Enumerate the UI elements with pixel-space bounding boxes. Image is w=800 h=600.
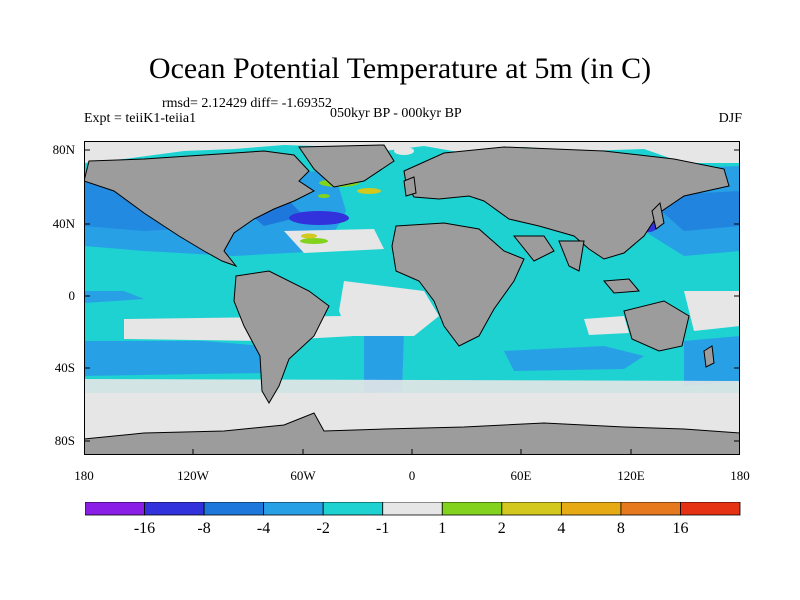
colorbar-swatch (441, 502, 503, 516)
lon-label-60w: 60W (290, 468, 316, 483)
lat-label-80n: 80N (52, 142, 75, 157)
australia (623, 300, 690, 352)
colorbar-swatch (620, 502, 681, 516)
lon-label-180w: 180 (74, 468, 94, 483)
lat-label-40s: 40S (54, 360, 75, 375)
japan (651, 201, 665, 230)
colorbar-swatch (680, 502, 741, 516)
colorbar-swatch (382, 502, 443, 516)
stats-text: rmsd= 2.12429 diff= -1.69352 (162, 96, 332, 111)
lat-label-40n: 40N (52, 216, 75, 231)
land (84, 144, 740, 455)
experiment-label: Expt = teiiK1-teiia1 (84, 111, 197, 126)
colorbar-swatch (144, 502, 205, 516)
antarctica (84, 412, 740, 455)
lon-label-60e: 60E (510, 468, 532, 483)
lat-label-0: 0 (68, 288, 76, 303)
colorbar-swatch (263, 502, 324, 516)
india (558, 240, 585, 272)
colorbar-label: 16 (672, 520, 689, 537)
lon-label-120w: 120W (177, 468, 209, 483)
lat-label-80s: 80S (54, 433, 75, 448)
lon-label-120e: 120E (617, 468, 645, 483)
africa (391, 222, 525, 347)
great-britain (403, 176, 417, 197)
new-zealand (703, 345, 715, 368)
colorbar-label: 4 (557, 520, 566, 537)
colorbar-label: 2 (497, 520, 506, 537)
colorbar-label: -16 (133, 520, 156, 537)
indonesia (602, 278, 641, 294)
colorbar-label: 1 (438, 520, 447, 537)
greenland (298, 144, 395, 188)
south-america (233, 270, 330, 404)
eurasia (403, 146, 730, 260)
lon-label-0: 0 (408, 468, 416, 483)
map-ticks (84, 149, 740, 455)
colorbar (85, 502, 741, 516)
colorbar-label: -2 (316, 520, 330, 537)
colorbar-swatch (85, 502, 145, 516)
colorbar-label: -4 (256, 520, 271, 537)
period-label: 050kyr BP - 000kyr BP (330, 106, 462, 121)
colorbar-label: 8 (616, 520, 625, 537)
north-america (84, 150, 315, 268)
colorbar-swatch (203, 502, 265, 516)
colorbar-label: -1 (376, 520, 390, 537)
colorbar-swatch (560, 502, 622, 516)
season-label: DJF (718, 111, 742, 126)
chart-title: Ocean Potential Temperature at 5m (in C) (148, 52, 652, 85)
colorbar-label: -8 (197, 520, 211, 537)
arabia (512, 235, 555, 262)
world-map (84, 141, 740, 455)
colorbar-swatch (322, 502, 384, 516)
lon-label-180e: 180 (730, 468, 750, 483)
colorbar-swatch (501, 502, 562, 516)
